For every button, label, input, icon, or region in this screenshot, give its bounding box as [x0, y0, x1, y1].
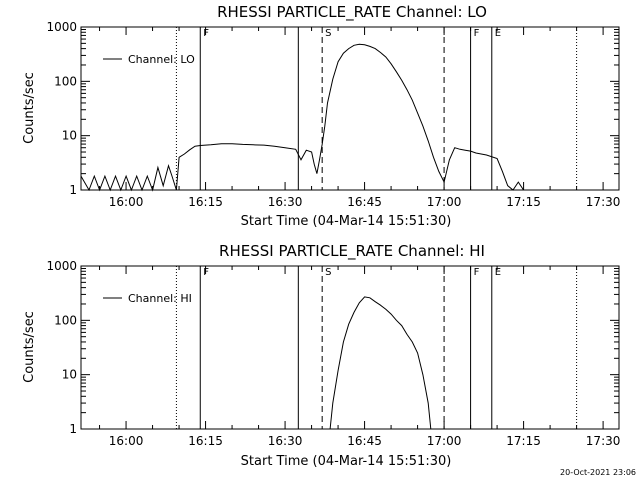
y-tick-label: 1000 [46, 259, 77, 273]
y-tick-label: 10 [62, 368, 77, 382]
event-marker-label: F [474, 267, 480, 278]
y-axis-label: Counts/sec [22, 311, 37, 383]
chart-title: RHESSI PARTICLE_RATE Channel: HI [219, 242, 485, 261]
event-marker-label: S [325, 28, 331, 39]
event-marker-label: E [495, 267, 501, 278]
y-tick-label: 100 [54, 74, 77, 88]
x-tick-label: 16:30 [268, 195, 303, 209]
x-tick-label: 16:15 [188, 434, 223, 448]
x-tick-label: 17:30 [586, 434, 621, 448]
y-tick-label: 10 [62, 129, 77, 143]
x-tick-label: 16:45 [347, 195, 382, 209]
plot-border [80, 26, 620, 191]
x-tick-label: 17:15 [506, 434, 541, 448]
y-tick-label: 100 [54, 313, 77, 327]
plot-frame [80, 26, 620, 191]
x-tick-label: 16:00 [109, 195, 144, 209]
y-tick-label: 1 [69, 422, 77, 436]
generation-timestamp: 20-Oct-2021 23:06 [560, 468, 636, 477]
x-axis-ticks: 16:00 16:15 16:30 16:45 17:00 17:15 17:30 [99, 266, 621, 448]
event-marker-label: F [203, 28, 209, 39]
x-tick-label: 16:45 [347, 434, 382, 448]
x-tick-label: 16:00 [109, 434, 144, 448]
chart-title: RHESSI PARTICLE_RATE Channel: LO [217, 3, 487, 22]
legend: Channel: LO [103, 53, 195, 66]
plot-frame [80, 265, 620, 430]
x-axis-label: Start Time (04-Mar-14 15:51:30) [241, 214, 452, 229]
x-tick-label: 16:15 [188, 195, 223, 209]
x-tick-label: 17:00 [427, 195, 462, 209]
event-marker-label: F [474, 28, 480, 39]
x-tick-label: 17:00 [427, 434, 462, 448]
x-axis-label: Start Time (04-Mar-14 15:51:30) [241, 454, 452, 469]
y-axis-ticks: 1 10 100 1000 [46, 259, 619, 436]
legend-entry: Channel: HI [128, 292, 192, 305]
event-marker-label: S [325, 267, 331, 278]
y-axis-ticks: 1 10 100 1000 [46, 20, 619, 197]
x-tick-label: 16:30 [268, 434, 303, 448]
y-axis-label: Counts/sec [22, 72, 37, 144]
series-line-hi [329, 296, 432, 430]
x-axis-ticks: 16:00 16:15 16:30 16:45 17:00 17:15 17:30 [99, 27, 621, 209]
x-tick-label: 17:30 [586, 195, 621, 209]
series-line-lo [80, 43, 577, 192]
x-tick-label: 17:15 [506, 195, 541, 209]
legend: Channel: HI [103, 292, 192, 305]
y-tick-label: 1000 [46, 20, 77, 34]
event-marker-label: E [495, 28, 501, 39]
legend-entry: Channel: LO [128, 53, 195, 66]
plot-border [80, 265, 620, 430]
event-marker-label: F [203, 267, 209, 278]
y-tick-label: 1 [69, 183, 77, 197]
